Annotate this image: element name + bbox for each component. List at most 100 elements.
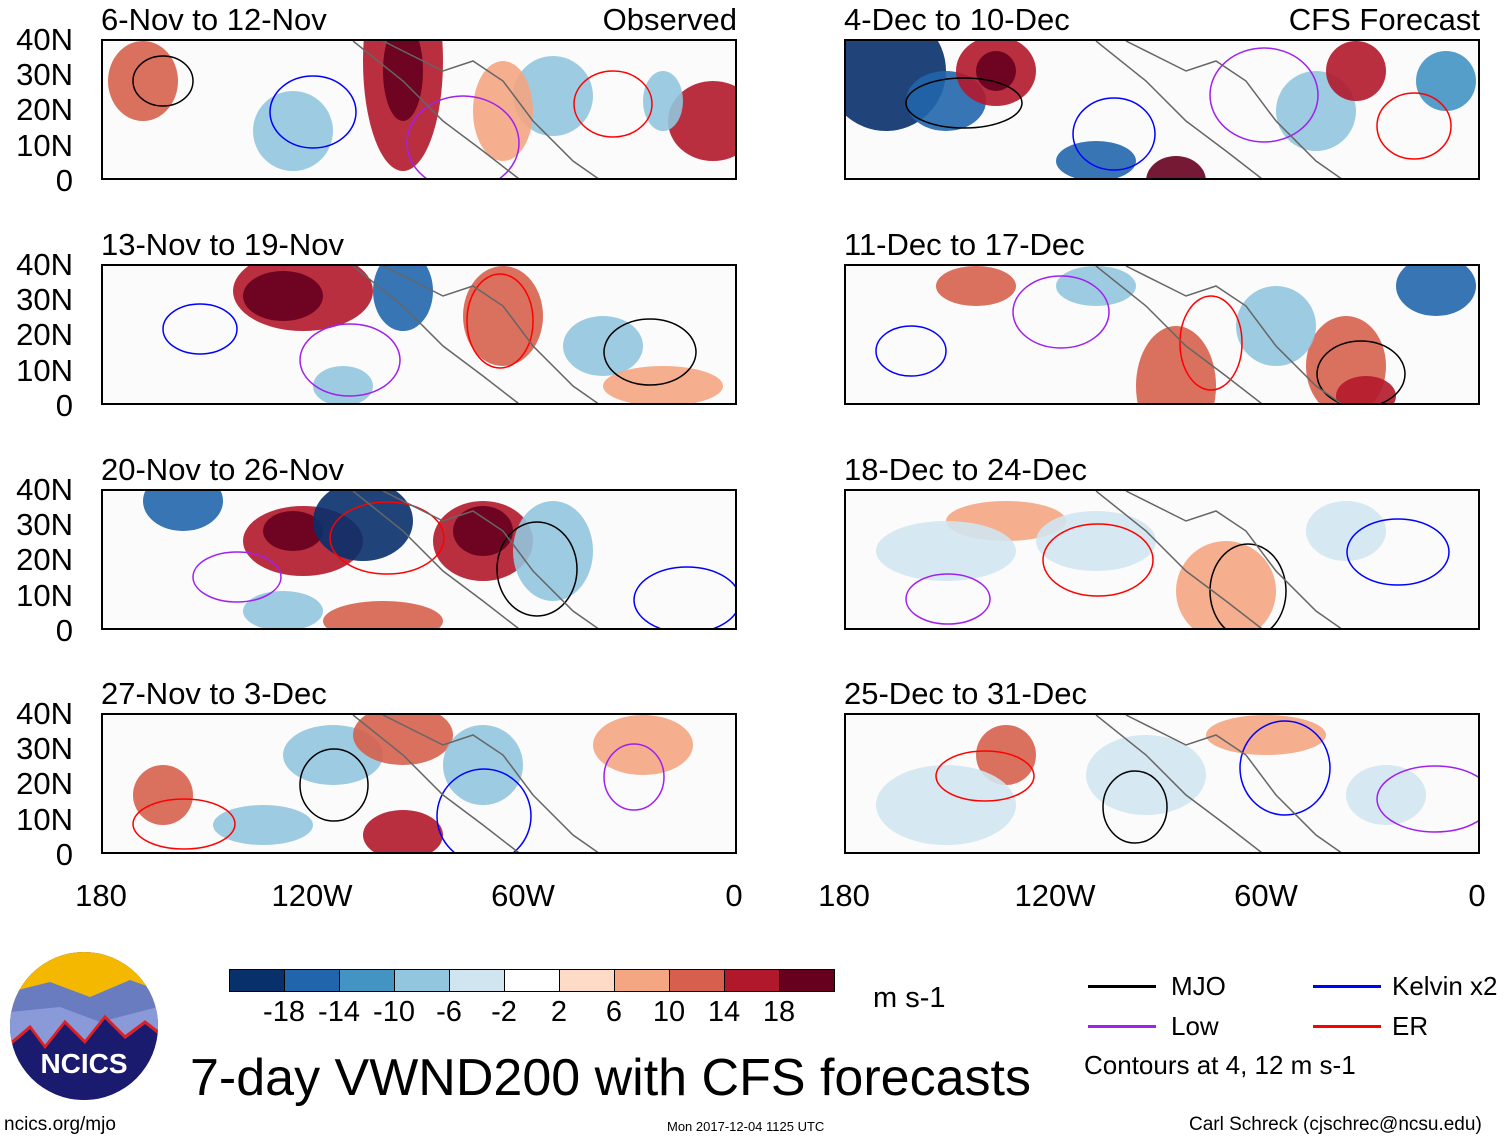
contour xyxy=(875,325,947,377)
anomaly-region xyxy=(133,765,193,825)
legend-mjo-label: MJO xyxy=(1171,971,1226,1001)
map-panel xyxy=(844,489,1480,630)
map-panel xyxy=(101,39,737,180)
y-tick-label: 30N xyxy=(16,282,73,318)
footer-credit: Carl Schreck (cjschrec@ncsu.edu) xyxy=(1189,1114,1482,1135)
contour xyxy=(1316,340,1406,403)
coastline xyxy=(1125,491,1342,628)
footer-timestamp: Mon 2017-12-04 1125 UTC xyxy=(667,1119,825,1134)
y-tick-label: 10N xyxy=(16,127,73,163)
contour xyxy=(1102,770,1168,844)
map-panel xyxy=(101,264,737,405)
x-tick-label: 120W xyxy=(271,878,353,913)
colorbar-label: -6 xyxy=(436,996,462,1028)
contour xyxy=(1376,92,1452,160)
anomaly-region xyxy=(1306,501,1386,561)
colorbar-label: 2 xyxy=(550,996,568,1028)
contour-note: Contours at 4, 12 m s-1 xyxy=(1084,1050,1356,1080)
colorbar-units: m s-1 xyxy=(873,982,946,1014)
anomaly-region xyxy=(108,41,178,121)
colorbar-swatch xyxy=(284,969,340,992)
panel-title: 11-Dec to 17-Dec xyxy=(844,227,1085,262)
contour xyxy=(573,70,653,138)
contour xyxy=(1179,295,1243,391)
map-panel xyxy=(844,39,1480,180)
colorbar-label: 10 xyxy=(652,996,686,1028)
y-tick-label: 30N xyxy=(16,507,73,543)
anomaly-region xyxy=(243,271,323,321)
coastline xyxy=(382,715,599,852)
coastline xyxy=(1095,491,1263,628)
y-tick-label: 20N xyxy=(16,317,73,353)
footer-url[interactable]: ncics.org/mjo xyxy=(4,1114,116,1135)
coastline xyxy=(352,491,520,628)
contour xyxy=(466,273,534,369)
anomaly-region xyxy=(976,51,1016,91)
coastline xyxy=(1125,266,1342,403)
contour xyxy=(436,768,532,852)
panel-title: 13-Nov to 19-Nov xyxy=(101,227,344,262)
figure-title: 7-day VWND200 with CFS forecasts xyxy=(190,1049,1031,1107)
colorbar-label: -2 xyxy=(491,996,517,1028)
legend-low-line xyxy=(1088,1025,1156,1028)
x-tick-label: 120W xyxy=(1014,878,1096,913)
legend-er-label: ER xyxy=(1392,1011,1429,1041)
x-tick-label: 60W xyxy=(1234,878,1298,913)
panel-title: 4-Dec to 10-Dec xyxy=(844,2,1070,37)
contour xyxy=(132,55,194,107)
coastline xyxy=(1095,266,1263,403)
contour xyxy=(935,750,1035,802)
anomaly-region xyxy=(513,56,593,136)
anomaly-region xyxy=(1036,511,1156,571)
anomaly-region xyxy=(1326,41,1386,101)
map-panel xyxy=(844,264,1480,405)
legend-er-line xyxy=(1313,1025,1381,1028)
contour xyxy=(132,798,236,850)
x-tick-label: 0 xyxy=(725,878,743,913)
contour xyxy=(905,77,1023,129)
anomaly-region xyxy=(1056,266,1136,306)
contour xyxy=(1376,765,1478,833)
legend-kelvin-label: Kelvin x2 xyxy=(1392,971,1498,1001)
ncics-logo: NCICS xyxy=(10,952,158,1100)
anomaly-region xyxy=(643,71,683,131)
x-tick-label: 60W xyxy=(491,878,555,913)
panel-title: 27-Nov to 3-Dec xyxy=(101,676,327,711)
y-tick-label: 40N xyxy=(16,22,73,57)
x-tick-label: 180 xyxy=(75,878,127,913)
y-tick-label: 0 xyxy=(55,612,73,648)
panel-title: 18-Dec to 24-Dec xyxy=(844,452,1087,487)
colorbar-swatch xyxy=(229,969,285,992)
contour xyxy=(406,95,520,178)
y-tick-label: 20N xyxy=(16,92,73,128)
contour xyxy=(269,75,357,149)
y-tick-label: 30N xyxy=(16,57,73,93)
anomaly-region xyxy=(463,266,543,366)
y-tick-label: 10N xyxy=(16,352,73,388)
y-tick-label: 40N xyxy=(16,247,73,282)
colorbar-swatch xyxy=(559,969,615,992)
panel-title: 25-Dec to 31-Dec xyxy=(844,676,1087,711)
anomaly-region xyxy=(1236,286,1316,366)
colorbar-label: -14 xyxy=(318,996,360,1028)
x-tick-label: 180 xyxy=(818,878,870,913)
anomaly-region xyxy=(1336,376,1396,403)
anomaly-region xyxy=(1176,541,1276,628)
y-tick-label: 30N xyxy=(16,731,73,767)
anomaly-region xyxy=(1056,141,1136,178)
map-panel xyxy=(844,713,1480,854)
panel-title: 6-Nov to 12-Nov xyxy=(101,2,327,37)
column-label-observed: Observed xyxy=(602,2,737,37)
anomaly-region xyxy=(1146,156,1206,178)
y-tick-label: 0 xyxy=(55,836,73,872)
panel-title: 20-Nov to 26-Nov xyxy=(101,452,344,487)
contour xyxy=(1346,518,1450,586)
colorbar-swatch xyxy=(779,969,835,992)
contour xyxy=(1239,720,1331,816)
anomaly-region xyxy=(1136,326,1216,403)
y-tick-label: 0 xyxy=(55,162,73,198)
contour xyxy=(329,501,445,575)
contour xyxy=(905,573,991,625)
y-tick-label: 0 xyxy=(55,387,73,423)
coastline xyxy=(1095,715,1263,852)
